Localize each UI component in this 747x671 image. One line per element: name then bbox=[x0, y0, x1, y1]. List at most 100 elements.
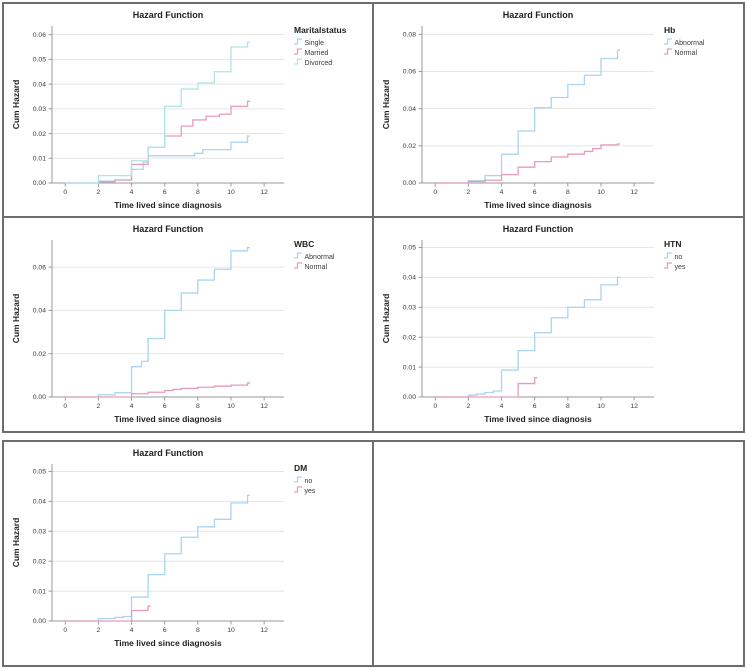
x-axis-label: Time lived since diagnosis bbox=[484, 200, 592, 210]
x-tick-label: 10 bbox=[227, 189, 235, 196]
legend-item-label: yes bbox=[674, 264, 685, 271]
legend-step-glyph bbox=[294, 261, 302, 269]
y-tick-label: 0.05 bbox=[402, 244, 415, 251]
legend-title: Maritalstatus bbox=[294, 25, 347, 35]
y-tick-label: 0.06 bbox=[402, 69, 415, 76]
hazard-chart-dm: 0.00 0.01 0.02 0.03 0.04 0.05 0 2 4 6 8 10 12 Hazard … bbox=[11, 448, 316, 648]
x-axis-label: Time lived since diagnosis bbox=[114, 200, 222, 210]
legend-item-label: Divorced bbox=[305, 60, 333, 67]
y-tick-label: 0.00 bbox=[402, 180, 415, 187]
x-tick-label: 10 bbox=[227, 627, 235, 634]
legend-step-glyph bbox=[294, 486, 302, 493]
legend-step-glyph bbox=[294, 48, 302, 55]
series-married bbox=[65, 100, 251, 184]
legend-item-label: Abnormal bbox=[674, 40, 704, 47]
series-abnormal bbox=[434, 49, 620, 184]
y-tick-label: 0.01 bbox=[33, 155, 46, 162]
y-axis-label: Cum Hazard bbox=[11, 518, 21, 568]
x-tick-label: 10 bbox=[597, 403, 605, 410]
chart-cell-htn: 0.00 0.01 0.02 0.03 0.04 0.05 0 2 4 6 8 10 12 Hazard … bbox=[373, 217, 743, 431]
hazard-chart-htn: 0.00 0.01 0.02 0.03 0.04 0.05 0 2 4 6 8 10 12 Hazard … bbox=[381, 224, 686, 424]
legend-title: Hb bbox=[664, 25, 675, 35]
x-tick-label: 4 bbox=[130, 627, 134, 634]
hazard-chart-maritalstatus: 0.00 0.01 0.02 0.03 0.04 0.05 0.06 0 2 4 6 8 10 12 Haz… bbox=[11, 10, 347, 210]
legend-step-glyph bbox=[663, 48, 672, 55]
x-tick-label: 2 bbox=[466, 403, 470, 410]
x-tick-label: 8 bbox=[565, 189, 569, 196]
chart-title: Hazard Function bbox=[133, 224, 204, 234]
charts-table-top: 0.00 0.01 0.02 0.03 0.04 0.05 0.06 0 2 4 6 8 10 12 Haz… bbox=[2, 2, 745, 433]
y-tick-label: 0.02 bbox=[402, 334, 415, 341]
y-tick-label: 0.03 bbox=[33, 528, 46, 535]
legend-title: DM bbox=[294, 463, 307, 473]
series-abnormal bbox=[65, 246, 251, 398]
x-tick-label: 12 bbox=[630, 403, 638, 410]
series-normal bbox=[65, 381, 251, 398]
legend-item-label: Normal bbox=[674, 50, 697, 57]
legend-item-label: yes bbox=[305, 488, 316, 495]
empty-cell bbox=[373, 442, 743, 665]
x-tick-label: 4 bbox=[130, 189, 134, 196]
x-tick-label: 2 bbox=[97, 189, 101, 196]
y-tick-label: 0.04 bbox=[33, 81, 46, 88]
y-tick-label: 0.04 bbox=[402, 106, 415, 113]
x-tick-label: 12 bbox=[260, 189, 268, 196]
x-axis-label: Time lived since diagnosis bbox=[114, 414, 222, 424]
x-tick-label: 6 bbox=[532, 403, 536, 410]
legend-step-glyph bbox=[663, 261, 672, 269]
chart-title: Hazard Function bbox=[133, 448, 204, 458]
y-axis-label: Cum Hazard bbox=[11, 293, 21, 343]
x-tick-label: 6 bbox=[163, 627, 167, 634]
y-tick-label: 0.00 bbox=[402, 394, 415, 401]
legend-item-label: Abnormal bbox=[305, 254, 335, 261]
hazard-chart-hb: 0.00 0.02 0.04 0.06 0.08 0 2 4 6 8 10 12 Hazard Func… bbox=[381, 10, 705, 210]
x-tick-label: 6 bbox=[532, 189, 536, 196]
x-tick-label: 12 bbox=[260, 627, 268, 634]
chart-cell-maritalstatus: 0.00 0.01 0.02 0.03 0.04 0.05 0.06 0 2 4 6 8 10 12 Haz… bbox=[4, 4, 374, 218]
x-tick-label: 8 bbox=[196, 403, 200, 410]
x-tick-label: 8 bbox=[565, 403, 569, 410]
chart-title: Hazard Function bbox=[502, 10, 573, 20]
y-tick-label: 0.03 bbox=[33, 106, 46, 113]
legend-item-label: no bbox=[305, 478, 313, 485]
y-tick-label: 0.03 bbox=[402, 304, 415, 311]
chart-cell-wbc: 0.00 0.02 0.04 0.06 0 2 4 6 8 10 12 Hazard Function… bbox=[4, 217, 374, 431]
legend-step-glyph bbox=[294, 38, 302, 45]
y-tick-label: 0.04 bbox=[33, 499, 46, 506]
x-tick-label: 0 bbox=[433, 189, 437, 196]
y-tick-label: 0.05 bbox=[33, 469, 46, 476]
y-tick-label: 0.01 bbox=[33, 588, 46, 595]
x-tick-label: 2 bbox=[97, 627, 101, 634]
y-tick-label: 0.02 bbox=[33, 350, 46, 357]
series-single bbox=[65, 135, 251, 184]
y-tick-label: 0.00 bbox=[33, 394, 46, 401]
hazard-chart-wbc: 0.00 0.02 0.04 0.06 0 2 4 6 8 10 12 Hazard Function… bbox=[11, 224, 335, 424]
series-yes bbox=[434, 376, 537, 398]
charts-table-bottom: 0.00 0.01 0.02 0.03 0.04 0.05 0 2 4 6 8 10 12 Hazard … bbox=[2, 440, 745, 667]
x-tick-label: 2 bbox=[97, 403, 101, 410]
series-normal bbox=[434, 143, 620, 184]
y-tick-label: 0.04 bbox=[402, 274, 415, 281]
legend-title: HTN bbox=[664, 239, 681, 249]
x-tick-label: 10 bbox=[227, 403, 235, 410]
legend-item-label: no bbox=[674, 254, 682, 261]
legend-step-glyph bbox=[294, 251, 302, 259]
legend-step-glyph bbox=[663, 38, 672, 45]
x-tick-label: 12 bbox=[630, 189, 638, 196]
chart-title: Hazard Function bbox=[133, 10, 204, 20]
y-tick-label: 0.05 bbox=[33, 57, 46, 64]
legend-step-glyph bbox=[663, 251, 672, 259]
y-tick-label: 0.01 bbox=[402, 364, 415, 371]
y-axis-label: Cum Hazard bbox=[381, 293, 391, 343]
chart-title: Hazard Function bbox=[502, 224, 573, 234]
y-tick-label: 0.02 bbox=[402, 143, 415, 150]
x-tick-label: 8 bbox=[196, 627, 200, 634]
series-no bbox=[65, 494, 251, 622]
legend-item-label: Single bbox=[305, 40, 325, 47]
x-tick-label: 4 bbox=[499, 189, 503, 196]
x-tick-label: 6 bbox=[163, 189, 167, 196]
y-tick-label: 0.06 bbox=[33, 32, 46, 39]
x-tick-label: 0 bbox=[63, 189, 67, 196]
legend-title: WBC bbox=[294, 239, 314, 249]
